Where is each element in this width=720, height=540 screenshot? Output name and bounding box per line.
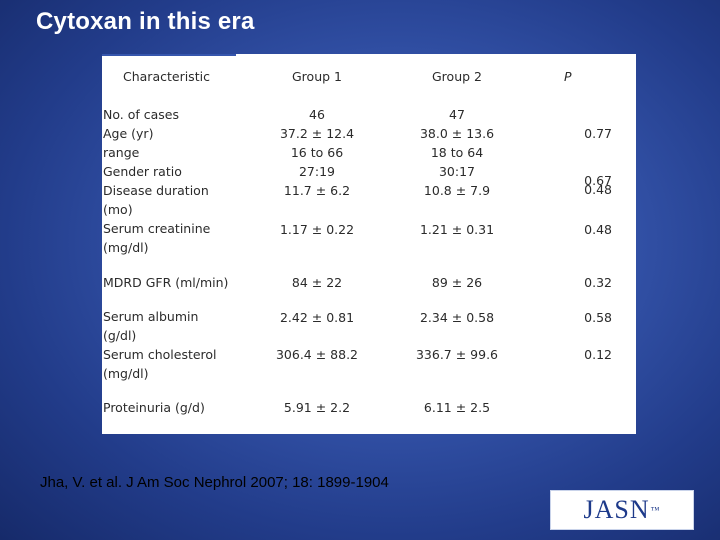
header-group2: Group 2 [432,69,482,84]
header-p: P [564,69,572,84]
group2-mdrd: 89 ± 26 [431,275,483,290]
label-creatinine: Serum creatinine [103,221,211,236]
group2-age: 38.0 ± 13.6 [419,126,495,141]
group1-mdrd: 84 ± 22 [291,275,343,290]
group2-duration: 10.8 ± 7.9 [423,183,491,198]
jasn-logo-text: JASN [583,495,650,524]
label-age: Age (yr) [103,126,154,141]
label-duration: Disease duration [103,183,209,198]
jasn-logo: JASN ™ [550,490,694,530]
characteristics-table: Characteristic Group 1 Group 2 P No. of … [102,54,636,434]
slide-title: Cytoxan in this era [36,8,255,35]
group2-cases: 47 [449,107,465,122]
group1-creatinine: 1.17 ± 0.22 [279,222,355,237]
label-cases: No. of cases [103,107,179,122]
header-characteristic: Characteristic [123,69,210,84]
panel-notch [102,54,236,56]
group1-age: 37.2 ± 12.4 [279,126,355,141]
p-mdrd: 0.32 [584,275,612,290]
group1-proteinuria: 5.91 ± 2.2 [283,400,351,415]
p-gender: 0.67 [584,173,612,188]
group2-creatinine: 1.21 ± 0.31 [419,222,495,237]
label-proteinuria: Proteinuria (g/d) [103,400,205,415]
label-albumin-unit: (g/dl) [103,328,137,343]
p-duration: 0.48 [584,182,612,197]
p-creatinine: 0.48 [584,222,612,237]
group1-range: 16 to 66 [290,145,344,160]
group1-albumin: 2.42 ± 0.81 [279,310,355,325]
group1-gender: 27:19 [298,164,336,179]
group2-range: 18 to 64 [430,145,484,160]
header-group1: Group 1 [292,69,342,84]
label-gender: Gender ratio [103,164,182,179]
label-albumin: Serum albumin [103,309,199,324]
group1-cholesterol: 306.4 ± 88.2 [275,347,359,362]
label-range: range [103,145,140,160]
label-cholesterol-unit: (mg/dl) [103,366,149,381]
group1-cases: 46 [309,107,325,122]
label-duration-unit: (mo) [103,202,133,217]
group2-cholesterol: 336.7 ± 99.6 [415,347,499,362]
label-mdrd: MDRD GFR (ml/min) [103,275,229,290]
group1-duration: 11.7 ± 6.2 [283,183,351,198]
p-cholesterol: 0.12 [584,347,612,362]
group2-albumin: 2.34 ± 0.58 [419,310,495,325]
p-age: 0.77 [584,126,612,141]
label-cholesterol: Serum cholesterol [103,347,217,362]
group2-proteinuria: 6.11 ± 2.5 [423,400,491,415]
citation: Jha, V. et al. J Am Soc Nephrol 2007; 18… [40,474,389,491]
label-creatinine-unit: (mg/dl) [103,240,149,255]
trademark-icon: ™ [650,505,661,515]
p-albumin: 0.58 [584,310,612,325]
p-proteinuria: 0.68 [500,399,528,414]
group2-gender: 30:17 [438,164,476,179]
